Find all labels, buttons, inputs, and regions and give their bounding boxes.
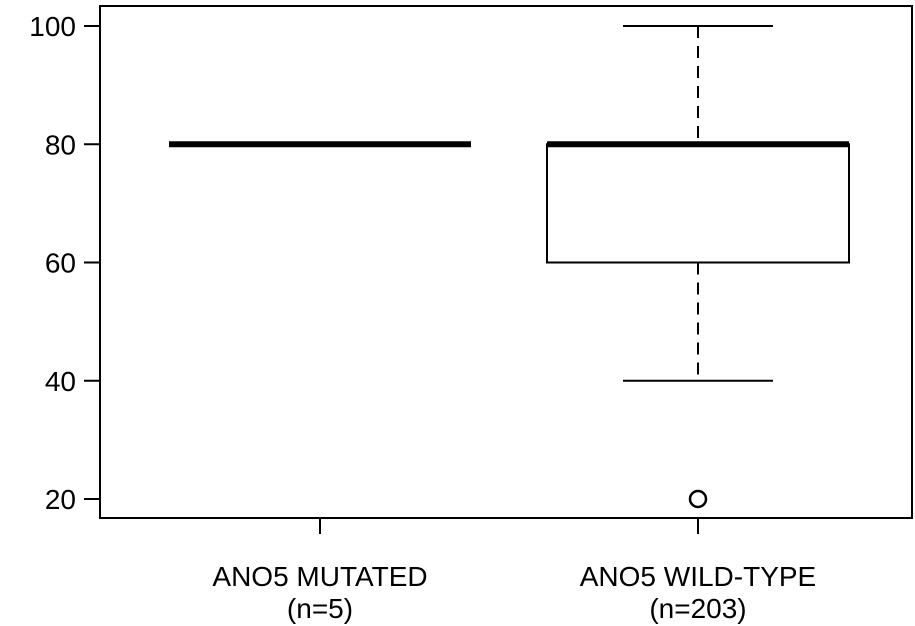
outlier-point [688, 489, 708, 509]
y-tick-label: 20 [45, 484, 76, 515]
y-tick-label: 60 [45, 248, 76, 279]
x-tick-label: ANO5 MUTATED [212, 561, 427, 592]
x-tick-label: ANO5 WILD-TYPE [580, 561, 816, 592]
box-group-2 [546, 25, 850, 509]
y-tick-label: 80 [45, 129, 76, 160]
box-iqr [546, 143, 850, 264]
y-tick-label: 40 [45, 366, 76, 397]
x-tick-sublabel: (n=203) [649, 593, 746, 624]
y-tick-label: 100 [29, 11, 76, 42]
boxes [169, 25, 850, 509]
y-axis: 20 40 60 80 100 [29, 11, 101, 515]
x-axis: ANO5 MUTATED(n=5) ANO5 WILD-TYPE(n=203) [212, 517, 816, 624]
x-tick-sublabel: (n=5) [287, 593, 353, 624]
